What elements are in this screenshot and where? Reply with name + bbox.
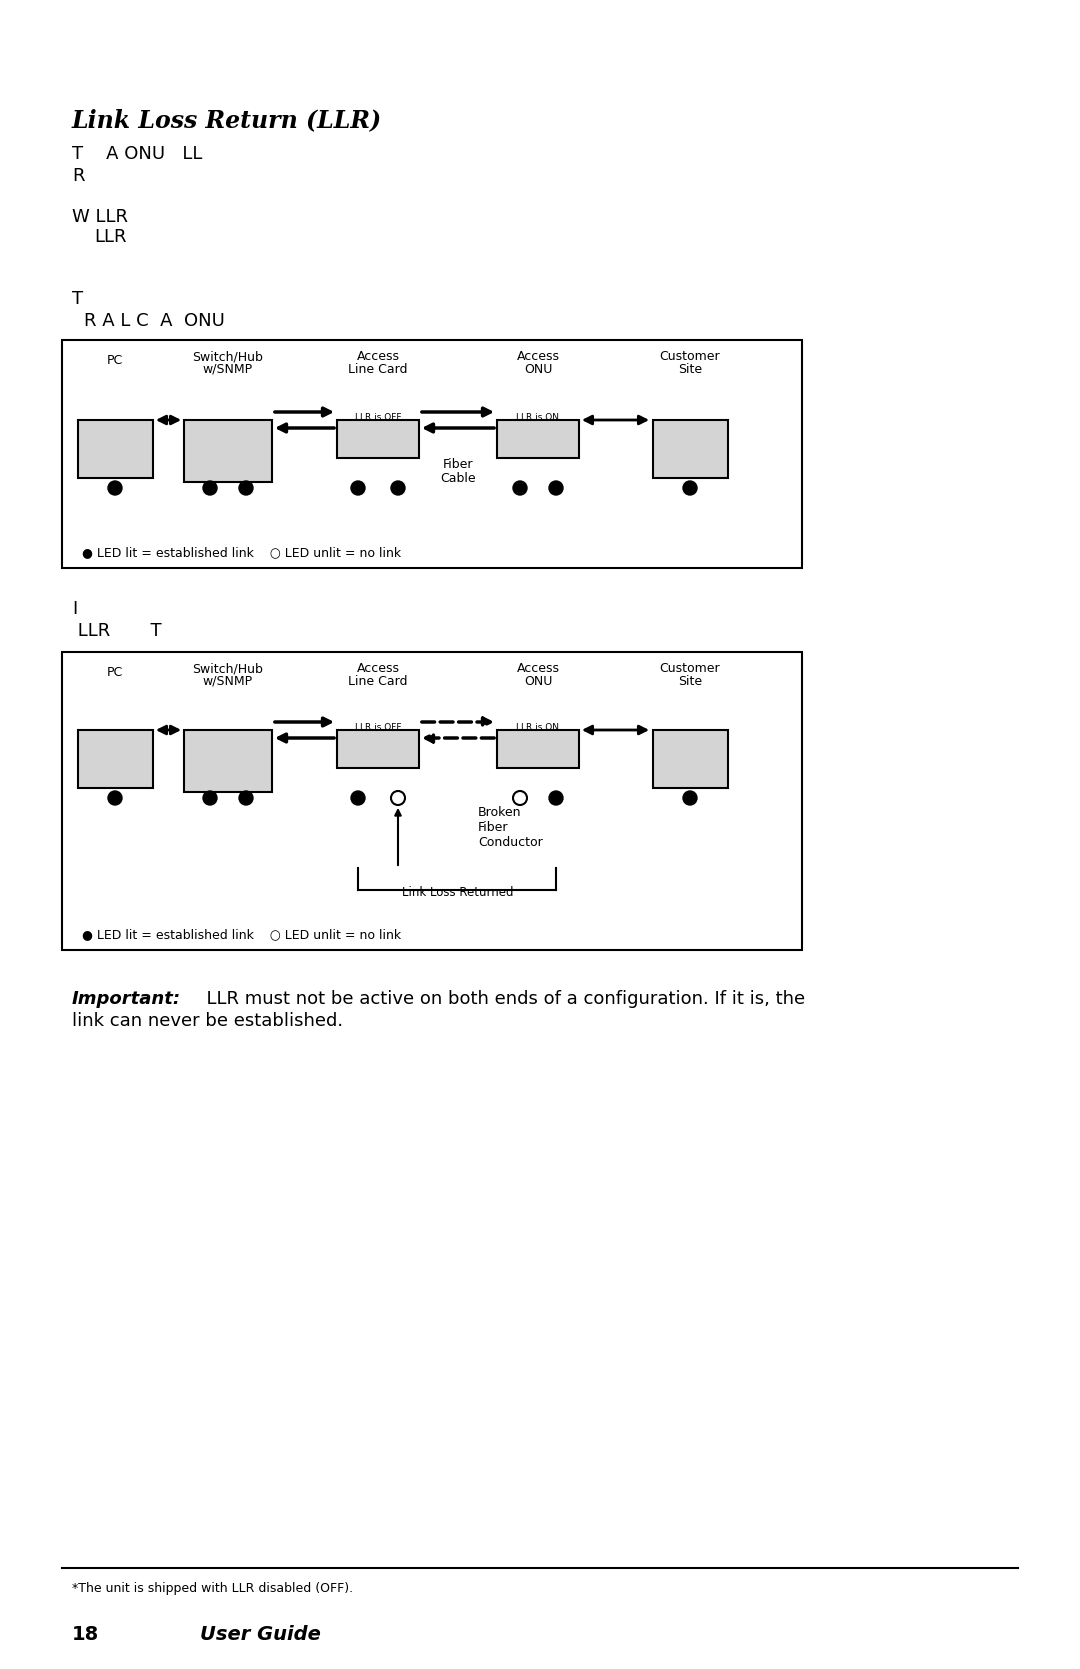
Text: T    A ONU   LL: T A ONU LL bbox=[72, 145, 202, 164]
Text: Fiber: Fiber bbox=[478, 821, 509, 834]
Circle shape bbox=[683, 481, 697, 496]
FancyBboxPatch shape bbox=[337, 729, 419, 768]
Text: LLR is ON: LLR is ON bbox=[516, 414, 559, 422]
Text: ● LED lit = established link    ○ LED unlit = no link: ● LED lit = established link ○ LED unlit… bbox=[82, 928, 401, 941]
Text: ONU: ONU bbox=[524, 674, 552, 688]
Circle shape bbox=[391, 791, 405, 804]
Circle shape bbox=[351, 791, 365, 804]
Text: Site: Site bbox=[678, 674, 702, 688]
Text: PC: PC bbox=[107, 354, 123, 367]
Text: LLR must not be active on both ends of a configuration. If it is, the: LLR must not be active on both ends of a… bbox=[195, 990, 805, 1008]
Text: LLR is ON: LLR is ON bbox=[516, 723, 559, 733]
Circle shape bbox=[513, 791, 527, 804]
Circle shape bbox=[549, 481, 563, 496]
Text: Site: Site bbox=[678, 362, 702, 376]
Text: w/SNMP: w/SNMP bbox=[203, 362, 253, 376]
FancyBboxPatch shape bbox=[78, 421, 152, 477]
Text: Broken: Broken bbox=[478, 806, 522, 819]
Text: Access: Access bbox=[356, 350, 400, 362]
FancyBboxPatch shape bbox=[497, 729, 579, 768]
Text: R: R bbox=[72, 167, 84, 185]
Text: Line Card: Line Card bbox=[348, 362, 408, 376]
Circle shape bbox=[239, 481, 253, 496]
Text: User Guide: User Guide bbox=[200, 1626, 321, 1644]
Text: Access: Access bbox=[516, 350, 559, 362]
Text: Customer: Customer bbox=[660, 350, 720, 362]
FancyBboxPatch shape bbox=[184, 421, 272, 482]
Circle shape bbox=[239, 791, 253, 804]
Text: Fiber: Fiber bbox=[443, 457, 473, 471]
Circle shape bbox=[108, 791, 122, 804]
Text: ● LED lit = established link    ○ LED unlit = no link: ● LED lit = established link ○ LED unlit… bbox=[82, 546, 401, 559]
Circle shape bbox=[203, 481, 217, 496]
Text: Link Loss Return (LLR): Link Loss Return (LLR) bbox=[72, 108, 382, 132]
Circle shape bbox=[549, 791, 563, 804]
FancyBboxPatch shape bbox=[62, 340, 802, 567]
FancyBboxPatch shape bbox=[78, 729, 152, 788]
Circle shape bbox=[203, 791, 217, 804]
Text: R A L C  A  ONU: R A L C A ONU bbox=[84, 312, 225, 330]
Circle shape bbox=[351, 481, 365, 496]
Circle shape bbox=[391, 481, 405, 496]
Text: Switch/Hub: Switch/Hub bbox=[192, 663, 264, 674]
Text: Cable: Cable bbox=[441, 472, 476, 486]
Text: 18: 18 bbox=[72, 1626, 99, 1644]
Circle shape bbox=[108, 481, 122, 496]
Text: Customer: Customer bbox=[660, 663, 720, 674]
Text: LLR is OFF: LLR is OFF bbox=[354, 414, 402, 422]
Text: I: I bbox=[72, 599, 78, 618]
Text: T: T bbox=[72, 290, 83, 309]
FancyBboxPatch shape bbox=[184, 729, 272, 793]
FancyBboxPatch shape bbox=[497, 421, 579, 457]
FancyBboxPatch shape bbox=[652, 729, 728, 788]
Text: Switch/Hub: Switch/Hub bbox=[192, 350, 264, 362]
Text: Link Loss Returned: Link Loss Returned bbox=[402, 886, 514, 900]
Circle shape bbox=[513, 481, 527, 496]
Text: Access: Access bbox=[356, 663, 400, 674]
Text: LLR is OFF: LLR is OFF bbox=[354, 723, 402, 733]
Text: LLR       T: LLR T bbox=[72, 623, 162, 639]
Text: Line Card: Line Card bbox=[348, 674, 408, 688]
Text: PC: PC bbox=[107, 666, 123, 679]
Text: w/SNMP: w/SNMP bbox=[203, 674, 253, 688]
Text: Access: Access bbox=[516, 663, 559, 674]
Text: ONU: ONU bbox=[524, 362, 552, 376]
FancyBboxPatch shape bbox=[337, 421, 419, 457]
FancyBboxPatch shape bbox=[62, 653, 802, 950]
Text: link can never be established.: link can never be established. bbox=[72, 1011, 343, 1030]
Circle shape bbox=[683, 791, 697, 804]
Text: Conductor: Conductor bbox=[478, 836, 543, 850]
Text: W LLR: W LLR bbox=[72, 209, 129, 225]
FancyBboxPatch shape bbox=[652, 421, 728, 477]
Text: LLR: LLR bbox=[94, 229, 126, 245]
Text: *The unit is shipped with LLR disabled (OFF).: *The unit is shipped with LLR disabled (… bbox=[72, 1582, 353, 1596]
Text: Important:: Important: bbox=[72, 990, 181, 1008]
